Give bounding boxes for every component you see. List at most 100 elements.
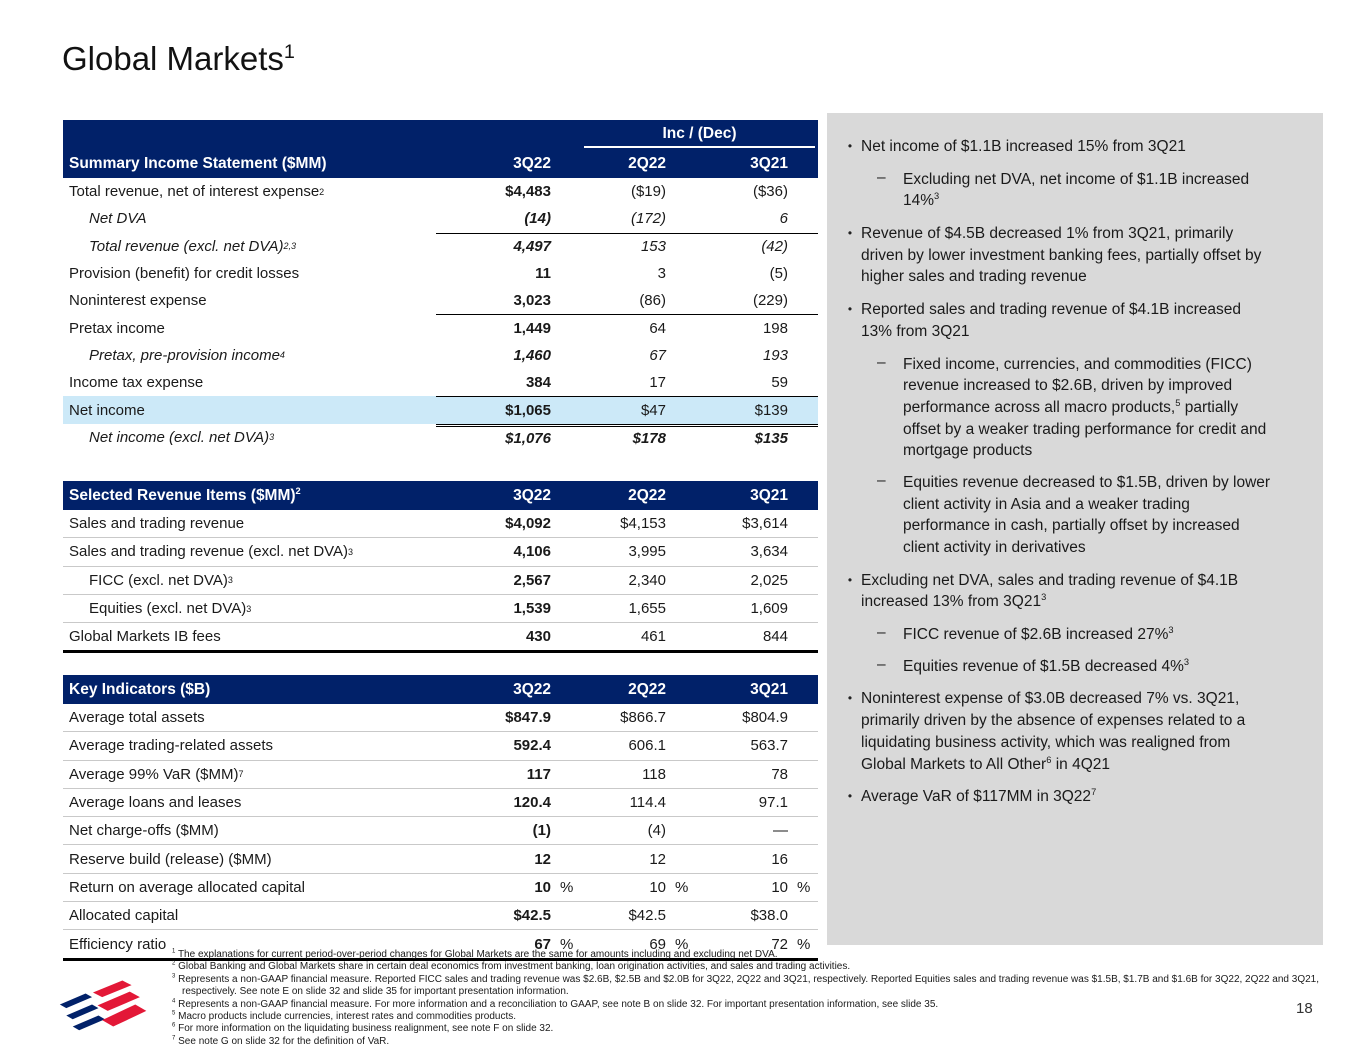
row-values: 1,460 67 193 xyxy=(436,342,818,369)
row-label: Net DVA xyxy=(89,210,147,228)
row-label: Sales and trading revenue (excl. net DVA… xyxy=(69,543,354,561)
table-header-row: Key Indicators ($B) 3Q22 2Q22 3Q21 xyxy=(63,675,818,704)
column-header: 3Q22 xyxy=(513,486,551,504)
row-values: $42.5 $42.5 $38.0 xyxy=(436,902,818,929)
value-cell: 117 xyxy=(526,765,551,783)
row-label: Average 99% VaR ($MM) 7 xyxy=(69,765,244,783)
value-cell: 78 xyxy=(771,765,788,783)
bullet-group: • Excluding net DVA, sales and trading r… xyxy=(839,570,1309,678)
bullet-item: • Revenue of $4.5B decreased 1% from 3Q2… xyxy=(839,223,1309,288)
sub-bullet-text: Equities revenue decreased to $1.5B, dri… xyxy=(903,473,1271,556)
footnotes: 1 The explanations for current period-ov… xyxy=(172,949,1322,1048)
value-cell: 2,340 xyxy=(628,571,666,589)
column-header: 2Q22 xyxy=(628,486,666,504)
dash-marker-icon: – xyxy=(877,471,886,489)
row-label: Average total assets xyxy=(69,709,205,727)
value-cell: 120.4 xyxy=(513,794,551,812)
value-cell: 59 xyxy=(771,374,788,392)
bullet-marker-icon: • xyxy=(847,691,853,706)
table-title: Key Indicators ($B) xyxy=(69,680,211,698)
table-row: Pretax income 1,449 64 198 xyxy=(63,314,818,341)
dash-marker-icon: – xyxy=(877,353,886,371)
value-cell: 1,539 xyxy=(513,600,551,618)
table-row: Pretax, pre-provision income 4 1,460 67 1… xyxy=(63,342,818,369)
footnote: 2 Global Banking and Global Markets shar… xyxy=(172,961,851,973)
value-cell: 1,449 xyxy=(513,320,551,338)
row-values: 4,106 3,995 3,634 xyxy=(436,538,818,565)
table-title: Summary Income Statement ($MM) xyxy=(69,154,327,172)
row-label: Net charge-offs ($MM) xyxy=(69,822,219,840)
value-cell: 1,609 xyxy=(750,600,788,618)
bullet-text: Net income of $1.1B increased 15% from 3… xyxy=(861,138,1186,155)
table-row: Sales and trading revenue $4,092 $4,153 … xyxy=(63,510,818,539)
value-cell: 461 xyxy=(640,628,666,646)
bullet-item: • Average VaR of $117MM in 3Q227 xyxy=(839,786,1309,808)
sub-bullet-text: Excluding net DVA, net income of $1.1B i… xyxy=(903,170,1250,210)
bullet-group: • Net income of $1.1B increased 15% from… xyxy=(839,136,1309,212)
row-label: Net income xyxy=(69,401,145,419)
column-header: 2Q22 xyxy=(628,680,666,698)
footnote: 4 Represents a non-GAAP financial measur… xyxy=(172,998,939,1010)
row-label: Reserve build (release) ($MM) xyxy=(69,850,272,868)
value-cell: 384 xyxy=(525,374,551,392)
value-cell: 563.7 xyxy=(750,737,788,755)
sub-bullet-item: – Fixed income, currencies, and commodit… xyxy=(877,354,1309,462)
column-header: 3Q22 xyxy=(513,680,551,698)
value-cell: $42.5 xyxy=(628,907,666,925)
table-row: Efficiency ratio 67% 69% 72% xyxy=(63,930,818,957)
flag-icon xyxy=(59,980,147,1031)
table-row: Average total assets $847.9 $866.7 $804.… xyxy=(63,704,818,733)
sub-bullet-item: – Equities revenue decreased to $1.5B, d… xyxy=(877,472,1309,559)
value-cell: 4,106 xyxy=(513,543,551,561)
column-header: 3Q21 xyxy=(750,154,788,172)
value-cell: ($19) xyxy=(630,183,666,201)
bullet-item: • Reported sales and trading revenue of … xyxy=(839,299,1309,342)
column-header: 2Q22 xyxy=(628,154,666,172)
value-cell: 153 xyxy=(640,238,666,256)
key-indicators-table: Key Indicators ($B) 3Q22 2Q22 3Q21 Avera… xyxy=(63,675,818,961)
header-spacer xyxy=(63,120,581,149)
table-row: Equities (excl. net DVA) 3 1,539 1,655 1,… xyxy=(63,595,818,624)
bullet-text: Excluding net DVA, sales and trading rev… xyxy=(861,571,1239,611)
value-cell: 67 xyxy=(649,346,666,364)
row-label: Noninterest expense xyxy=(69,292,207,310)
table-row: Net DVA (14) (172) 6 xyxy=(63,205,818,232)
value-cell: 592.4 xyxy=(513,737,551,755)
table-row: Allocated capital $42.5 $42.5 $38.0 xyxy=(63,902,818,931)
table-row: Average loans and leases 120.4 114.4 97.… xyxy=(63,789,818,818)
value-cell: $4,092 xyxy=(505,515,551,533)
bullet-group: • Reported sales and trading revenue of … xyxy=(839,299,1309,559)
value-cell: (14) xyxy=(524,210,551,228)
row-values: 67% 69% 72% xyxy=(436,930,818,957)
value-cell: 114.4 xyxy=(629,794,666,812)
value-cell: 430 xyxy=(525,628,551,646)
value-cell: 64 xyxy=(649,320,666,338)
value-cell: 12 xyxy=(649,850,666,868)
table-row: Income tax expense 384 17 59 xyxy=(63,369,818,396)
value-cell: 606.1 xyxy=(628,737,666,755)
value-cell: 10% xyxy=(649,878,689,896)
table-header-row: Selected Revenue Items ($MM)2 3Q22 2Q22 … xyxy=(63,481,818,510)
table-row: Total revenue, net of interest expense 2 … xyxy=(63,178,818,205)
sub-bullet-item: – Equities revenue of $1.5B decreased 4%… xyxy=(877,656,1309,678)
value-cell: 1,655 xyxy=(628,600,666,618)
bullet-item: • Noninterest expense of $3.0B decreased… xyxy=(839,688,1309,775)
row-values: (14) (172) 6 xyxy=(436,205,818,232)
value-cell: 3,634 xyxy=(750,543,788,561)
row-label: Pretax income xyxy=(69,319,165,337)
value-cell: 844 xyxy=(762,628,788,646)
table-row: Average 99% VaR ($MM) 7 117 118 78 xyxy=(63,761,818,789)
value-cell: $178 xyxy=(632,430,666,448)
value-cell: 2,025 xyxy=(750,571,788,589)
bullet-text: Revenue of $4.5B decreased 1% from 3Q21,… xyxy=(861,225,1262,286)
value-cell: 6 xyxy=(779,210,788,228)
table-row: Average trading-related assets 592.4 606… xyxy=(63,732,818,761)
footnote: 7 See note G on slide 32 for the definit… xyxy=(172,1035,390,1047)
row-values: $4,092 $4,153 $3,614 xyxy=(436,510,818,537)
value-cell: (86) xyxy=(639,292,666,310)
value-cell: $47 xyxy=(640,402,666,420)
column-header: 3Q22 xyxy=(513,154,551,172)
value-cell: (229) xyxy=(752,292,788,310)
bullet-group: • Revenue of $4.5B decreased 1% from 3Q2… xyxy=(839,223,1309,288)
bullet-text: Reported sales and trading revenue of $4… xyxy=(861,301,1241,340)
